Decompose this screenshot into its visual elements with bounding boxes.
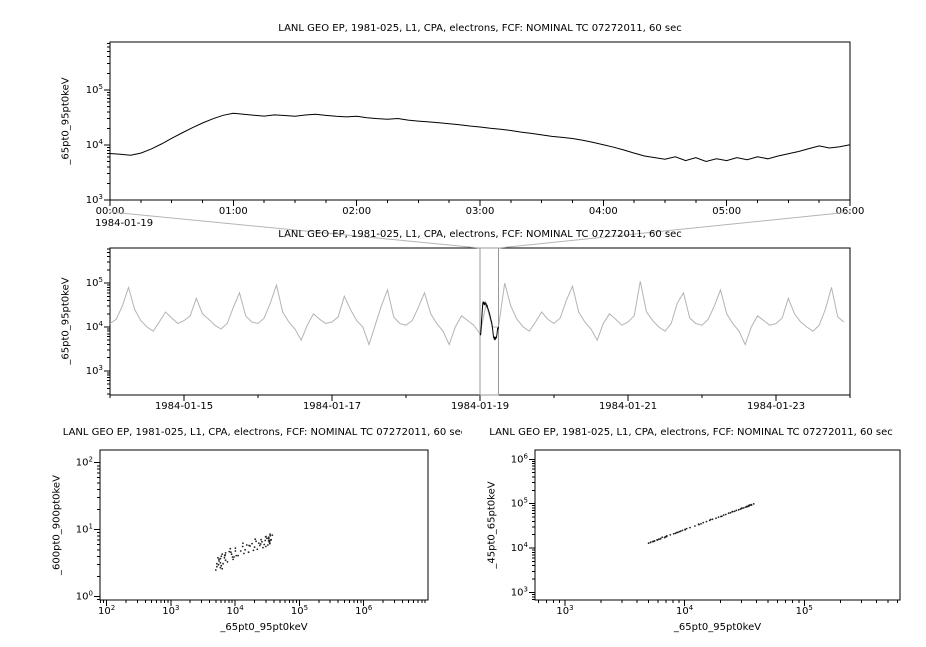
svg-text:105: 105 <box>796 604 813 617</box>
plot4-x-axis[interactable]: 103 104 105 <box>537 600 898 617</box>
plot4-xlabel: _65pt0_95pt0keV <box>673 622 762 633</box>
plot2-ylabel: _65pt0_95pt0keV <box>60 277 72 365</box>
svg-text:105: 105 <box>511 497 528 510</box>
plot4-title: LANL GEO EP, 1981-025, L1, CPA, electron… <box>462 427 920 438</box>
svg-text:02:00: 02:00 <box>342 206 371 217</box>
overview-selection-box[interactable] <box>479 247 499 396</box>
svg-text:104: 104 <box>86 320 104 333</box>
svg-text:106: 106 <box>355 604 373 617</box>
svg-text:03:00: 03:00 <box>466 206 495 217</box>
svg-text:105: 105 <box>86 83 103 96</box>
plot1-area[interactable] <box>110 42 850 200</box>
svg-text:102: 102 <box>76 456 93 469</box>
plot3-title: LANL GEO EP, 1981-025, L1, CPA, electron… <box>62 427 467 438</box>
plot3-y-axis[interactable]: 100 101 102 <box>76 456 100 603</box>
svg-text:104: 104 <box>676 604 694 617</box>
plot3-area[interactable] <box>100 450 428 600</box>
svg-text:1984-01-15: 1984-01-15 <box>155 401 213 412</box>
svg-text:05:00: 05:00 <box>712 206 741 217</box>
svg-text:1984-01-21: 1984-01-21 <box>599 401 657 412</box>
plot1-ylabel: _65pt0_95pt0keV <box>60 77 72 165</box>
svg-text:1984-01-17: 1984-01-17 <box>303 401 361 412</box>
plot4: 103 104 105 106 103 104 105 <box>511 449 901 617</box>
plot2-y-axis[interactable]: 103 104 105 <box>86 248 110 395</box>
svg-text:104: 104 <box>511 541 529 554</box>
plot4-y-axis[interactable]: 103 104 105 106 <box>511 452 535 600</box>
svg-text:104: 104 <box>86 138 104 151</box>
svg-text:04:00: 04:00 <box>589 206 618 217</box>
plot4-area[interactable] <box>535 450 900 600</box>
svg-text:103: 103 <box>556 604 573 617</box>
svg-text:106: 106 <box>511 452 529 465</box>
plot2-title: LANL GEO EP, 1981-025, L1, CPA, electron… <box>278 229 682 240</box>
plot1-series-line <box>109 112 851 163</box>
plot3-ylabel: _600pt0_900pt0keV <box>51 475 63 575</box>
svg-text:105: 105 <box>86 276 103 289</box>
plot1-x-axis[interactable]: 00:00 01:00 02:00 03:00 04:00 05:00 06:00 <box>96 200 865 217</box>
svg-text:1984-01-19: 1984-01-19 <box>451 401 509 412</box>
svg-text:01:00: 01:00 <box>219 206 248 217</box>
svg-text:103: 103 <box>86 364 103 377</box>
plot2-series-line <box>109 281 845 347</box>
plot3-xlabel: _65pt0_95pt0keV <box>220 622 308 633</box>
svg-text:105: 105 <box>291 604 308 617</box>
svg-text:103: 103 <box>162 604 179 617</box>
plot4-ylabel: _45pt0_65pt0keV <box>486 481 498 569</box>
plot4-frame <box>534 449 901 601</box>
svg-text:00:00: 00:00 <box>96 206 125 217</box>
plot3-x-axis[interactable]: 102 103 104 105 106 <box>98 600 426 617</box>
plot3: 100 101 102 102 103 104 105 106 <box>76 449 429 617</box>
svg-text:1984-01-23: 1984-01-23 <box>747 401 805 412</box>
overview-highlight-segment <box>479 300 499 341</box>
plot1-y-axis[interactable]: 103 104 105 <box>86 42 110 206</box>
svg-text:100: 100 <box>76 590 93 603</box>
plot1-context-date: 1984-01-19 <box>95 218 154 229</box>
plot1-title: LANL GEO EP, 1981-025, L1, CPA, electron… <box>278 23 682 34</box>
zoom-connector-left <box>109 211 481 249</box>
svg-text:06:00: 06:00 <box>836 206 865 217</box>
svg-text:103: 103 <box>86 193 103 206</box>
svg-text:102: 102 <box>98 604 115 617</box>
svg-text:104: 104 <box>227 604 245 617</box>
plot2-x-axis[interactable]: 1984-01-15 1984-01-17 1984-01-19 1984-01-21… <box>109 395 851 412</box>
zoom-connector-right <box>498 211 851 249</box>
svg-text:103: 103 <box>511 585 528 598</box>
plot4-scatter-points <box>647 503 755 545</box>
plot3-frame <box>99 449 429 601</box>
svg-text:101: 101 <box>76 523 93 536</box>
plot3-scatter-points <box>214 533 274 571</box>
